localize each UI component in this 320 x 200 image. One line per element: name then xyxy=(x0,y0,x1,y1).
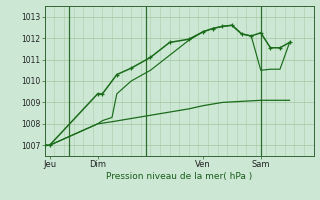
X-axis label: Pression niveau de la mer( hPa ): Pression niveau de la mer( hPa ) xyxy=(106,172,252,181)
